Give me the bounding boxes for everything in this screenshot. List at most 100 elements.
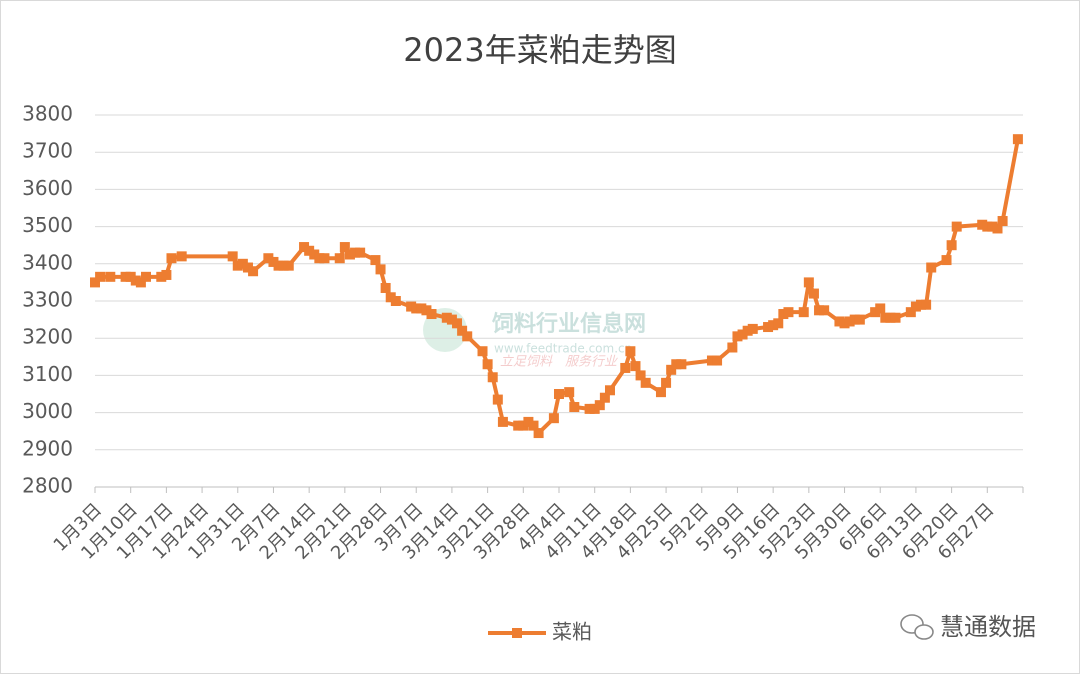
data-point	[344, 249, 355, 260]
data-point	[528, 420, 539, 431]
data-point	[309, 249, 320, 260]
y-tick-label: 2900	[22, 436, 73, 460]
data-point	[554, 389, 564, 399]
data-point	[268, 256, 279, 267]
data-point	[814, 305, 825, 316]
data-point	[599, 392, 610, 403]
data-point	[870, 307, 881, 318]
data-point	[768, 320, 779, 331]
data-point	[630, 361, 641, 372]
data-point	[773, 318, 784, 329]
data-point	[997, 216, 1008, 227]
data-point	[166, 253, 177, 264]
y-tick-label: 3600	[22, 176, 73, 200]
watermark-slogan: 立足饲料 服务行业	[500, 355, 618, 370]
data-point	[640, 377, 651, 388]
data-point	[283, 260, 294, 271]
data-point	[1012, 134, 1023, 145]
data-point	[635, 370, 646, 381]
data-point	[375, 264, 386, 275]
y-tick-label: 3100	[22, 362, 73, 386]
watermark: 饲料行业信息网 www.feedtrade.com.cn 立足饲料 服务行业	[423, 308, 646, 370]
data-point	[951, 221, 962, 232]
data-point	[569, 402, 580, 413]
data-point	[941, 255, 952, 266]
data-point	[992, 223, 1003, 234]
data-point	[916, 299, 927, 310]
chart-title: 2023年菜粕走势图	[403, 31, 676, 69]
data-point	[406, 301, 417, 312]
data-point	[380, 282, 391, 293]
data-point	[482, 359, 493, 370]
data-point	[452, 318, 463, 329]
data-point	[457, 325, 468, 336]
data-point	[880, 312, 891, 323]
data-point	[982, 221, 993, 232]
data-point	[518, 420, 529, 431]
data-point	[732, 331, 743, 342]
data-point	[742, 325, 753, 336]
data-point	[263, 253, 274, 264]
data-point	[803, 277, 814, 288]
data-point	[604, 385, 615, 396]
data-point	[390, 296, 401, 306]
data-point	[890, 312, 901, 323]
data-point	[783, 307, 794, 318]
data-point	[492, 394, 503, 405]
watermark-url: www.feedtrade.com.cn	[494, 342, 632, 356]
data-point	[778, 309, 789, 320]
data-point	[497, 416, 508, 427]
data-point	[885, 312, 896, 323]
data-point	[232, 260, 243, 271]
data-point	[370, 255, 381, 266]
legend-marker	[512, 628, 522, 638]
data-point	[926, 262, 937, 273]
data-point	[411, 303, 422, 314]
data-point	[839, 318, 850, 329]
data-point	[441, 312, 452, 323]
data-point	[620, 362, 631, 373]
data-point	[987, 221, 998, 232]
data-point	[921, 299, 932, 310]
y-tick-label: 3400	[22, 250, 73, 274]
y-tick-label: 2800	[22, 474, 73, 498]
data-point	[426, 309, 437, 320]
data-point	[737, 329, 748, 340]
data-point	[671, 359, 682, 370]
source-label: 慧通数据	[940, 613, 1036, 641]
data-point	[584, 403, 595, 414]
data-point	[625, 346, 636, 357]
data-point	[90, 277, 100, 288]
y-tick-label: 3300	[22, 288, 73, 312]
data-point	[125, 271, 136, 282]
data-point	[844, 316, 855, 327]
data-point	[946, 240, 957, 251]
data-point	[477, 346, 488, 357]
data-point	[385, 292, 396, 303]
legend-label: 菜粕	[552, 620, 592, 644]
data-point	[161, 269, 172, 280]
data-point	[237, 258, 248, 269]
wechat-icon	[900, 614, 934, 640]
y-tick-label: 3800	[22, 102, 73, 126]
data-point	[589, 403, 600, 414]
data-point	[227, 251, 238, 262]
data-point	[314, 253, 325, 264]
data-point	[798, 307, 809, 318]
data-point	[135, 277, 146, 288]
data-point	[727, 342, 738, 353]
data-point	[248, 266, 259, 277]
data-point	[242, 262, 253, 273]
y-tick-label: 3000	[22, 399, 73, 423]
data-point	[462, 331, 473, 342]
data-point	[548, 413, 559, 424]
data-point	[819, 305, 830, 316]
y-tick-label: 3700	[22, 139, 73, 163]
data-point	[334, 253, 345, 264]
data-point	[105, 271, 116, 282]
data-point	[564, 387, 575, 398]
data-point	[875, 303, 886, 314]
data-point	[706, 355, 717, 366]
